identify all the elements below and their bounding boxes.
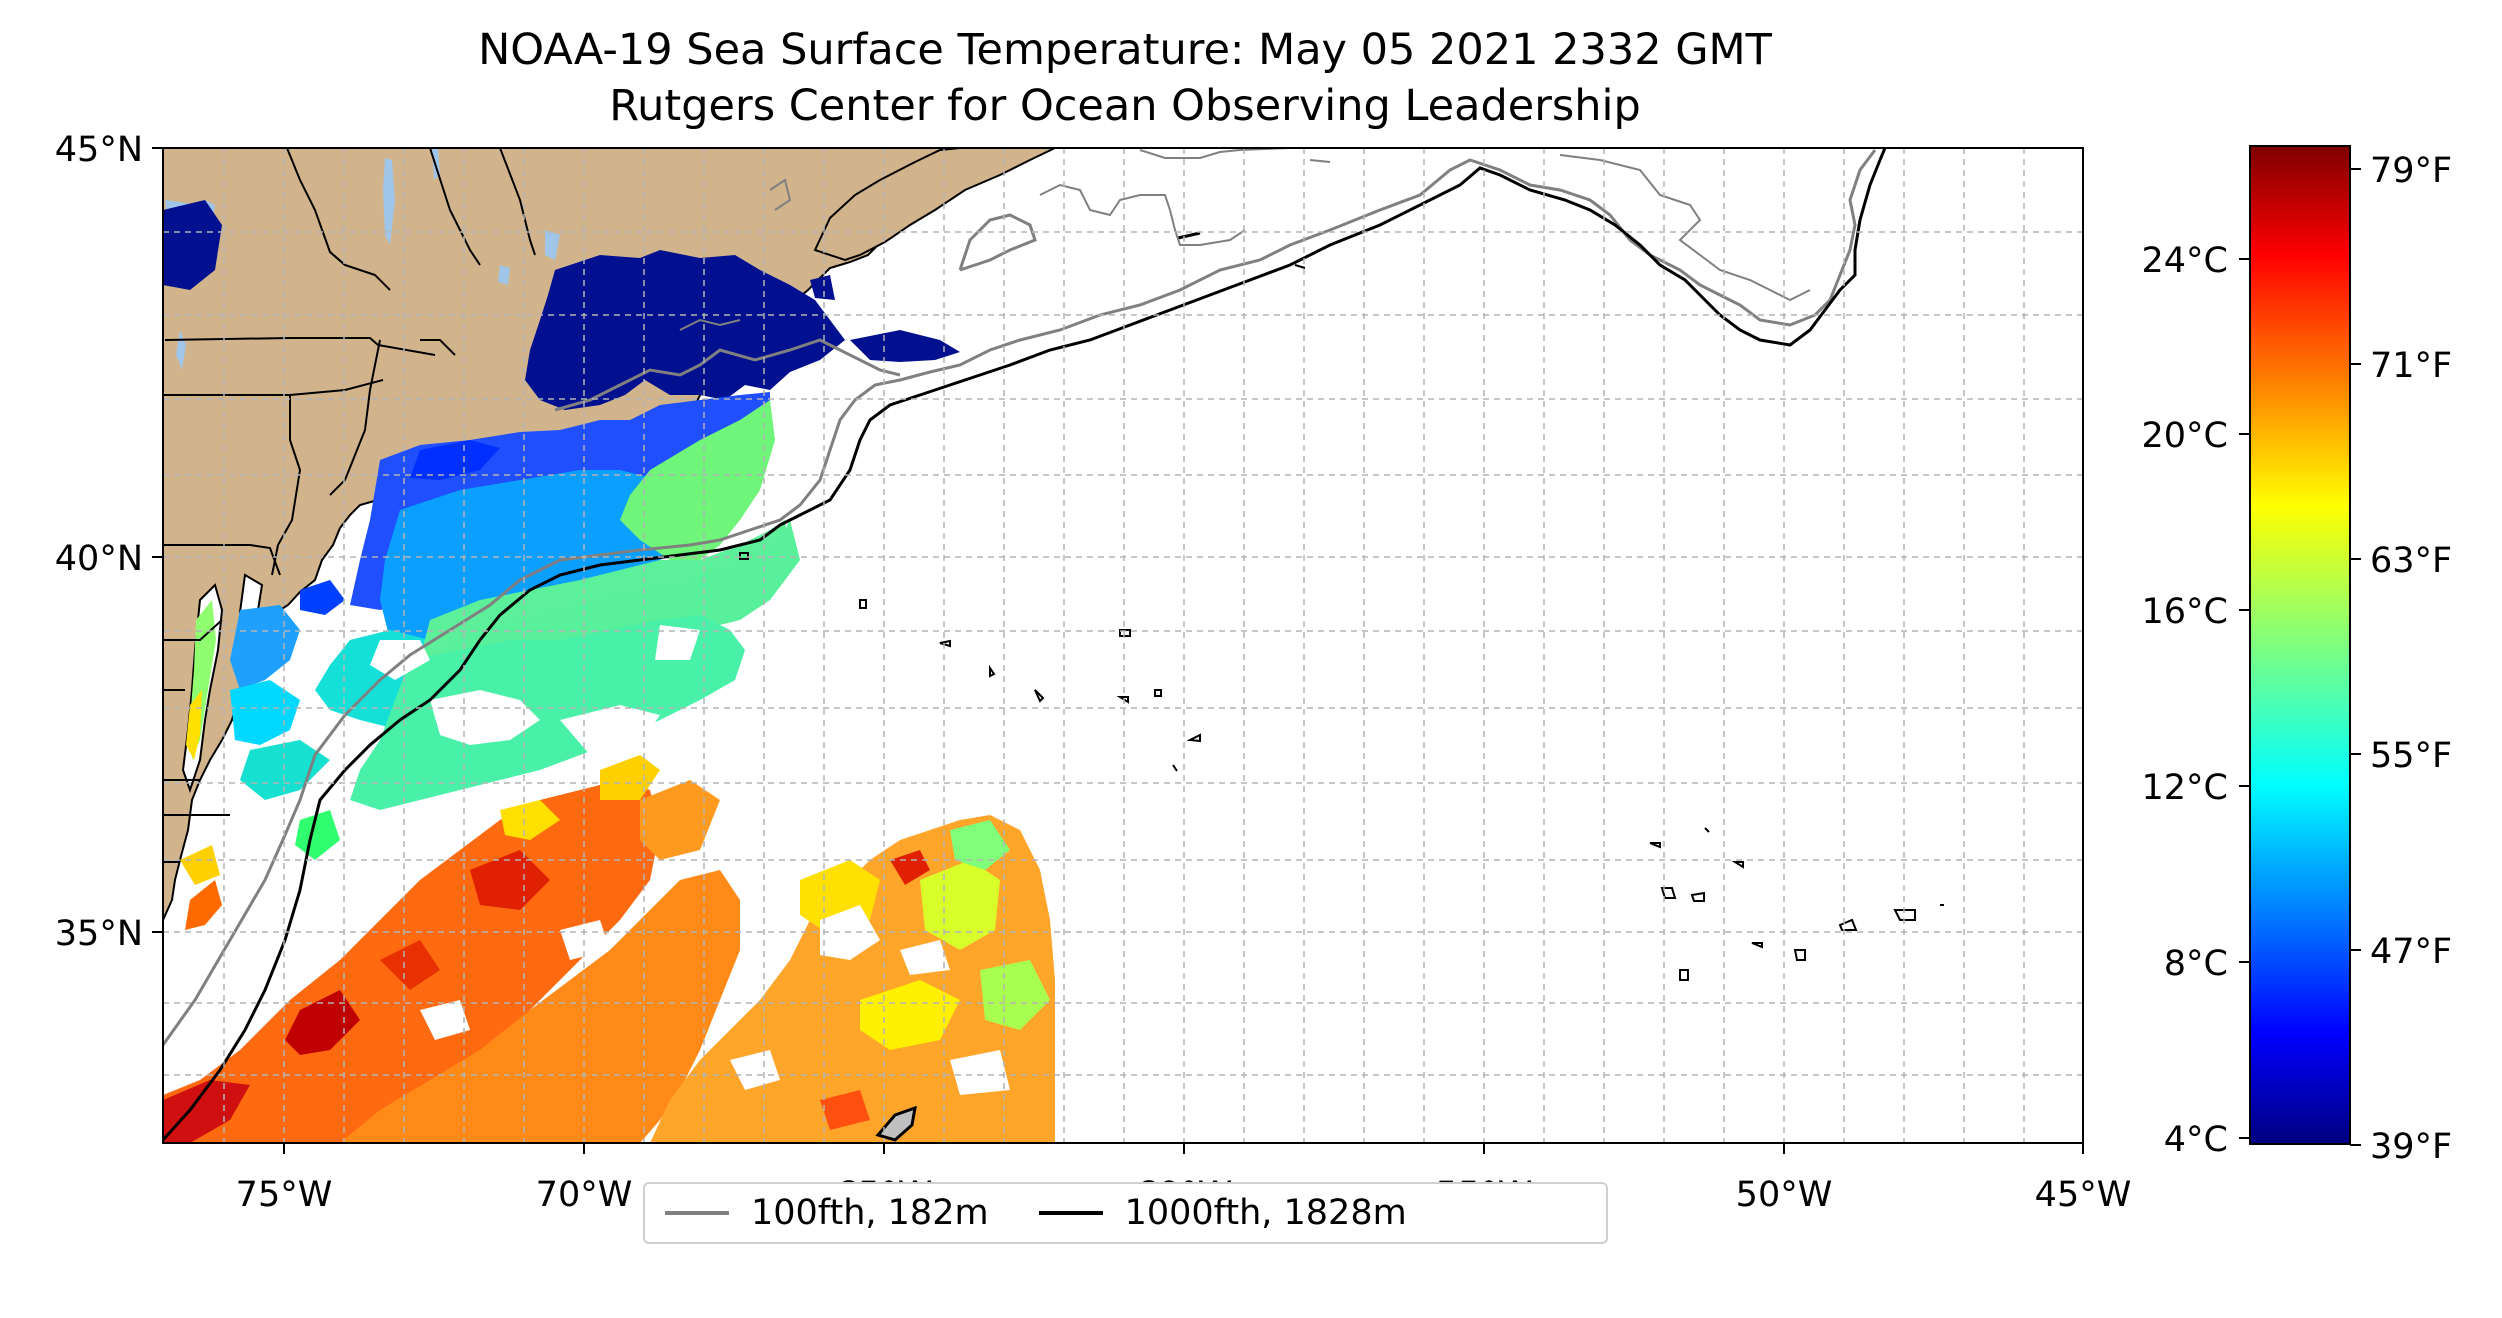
celsius-tick-label: 16°C [2142,592,2228,632]
map-gridlines [163,148,2083,1143]
celsius-tick-label: 20°C [2142,416,2228,456]
lon-tick-label: 50°W [1736,1175,1833,1215]
legend-label-100fth: 100fth, 182m [751,1193,989,1233]
lon-tick-label: 45°W [2035,1175,2132,1215]
legend-line-1000fth [1038,1211,1103,1215]
lat-tick-label: 45°N [55,130,143,170]
fahrenheit-tick-label: 79°F [2370,151,2452,191]
state-borders [163,148,536,863]
lon-tick-label: 70°W [536,1175,633,1215]
colorbar: 24°C 20°C 16°C 12°C 8°C 4°C 79°F 71°F 63… [2142,145,2452,1167]
fahrenheit-tick-label: 39°F [2370,1127,2452,1167]
fahrenheit-tick-label: 71°F [2370,346,2452,386]
sst-gulf-of-maine [525,250,845,410]
lat-tick-label: 40°N [55,539,143,579]
lat-tick-label: 35°N [55,914,143,954]
celsius-tick-label: 8°C [2164,944,2228,984]
map-tick-marks [152,147,2084,1154]
isobath-legend: 100fth, 182m 1000fth, 1828m [643,1182,1608,1244]
isobath-100fth [163,149,1877,1046]
celsius-tick-label: 4°C [2164,1120,2228,1160]
title-line-1: NOAA-19 Sea Surface Temperature: May 05 … [478,25,1772,75]
map-frame [162,147,2084,1144]
lake [383,158,395,245]
legend-line-100fth [665,1211,729,1215]
celsius-tick-label: 12°C [2142,768,2228,808]
figure-title: NOAA-19 Sea Surface Temperature: May 05 … [165,22,2085,134]
fahrenheit-tick-label: 63°F [2370,541,2452,581]
land-nova-scotia [813,148,1056,262]
bermuda [875,1105,917,1142]
lat-tick-labels: 45°N 40°N 35°N [55,130,143,954]
lon-tick-labels: 75°W 70°W 65°W 60°W 55°W 50°W 45°W [236,1175,2132,1215]
lon-tick-label: 75°W [236,1175,333,1215]
fahrenheit-tick-label: 47°F [2370,932,2452,972]
legend-item-100fth: 100fth, 182m [665,1193,989,1233]
isolated-patches [739,552,1944,981]
legend-label-1000fth: 1000fth, 1828m [1124,1193,1407,1233]
legend-item-1000fth: 1000fth, 1828m [1038,1193,1407,1233]
celsius-tick-label: 24°C [2142,241,2228,281]
colorbar-ticks [2239,168,2361,1146]
title-line-2: Rutgers Center for Ocean Observing Leade… [609,81,1641,131]
fahrenheit-tick-label: 55°F [2370,736,2452,776]
map-panel[interactable] [163,148,2083,1143]
isobath-1000fth [163,148,1887,1142]
colorbar-gradient [2249,145,2351,1145]
